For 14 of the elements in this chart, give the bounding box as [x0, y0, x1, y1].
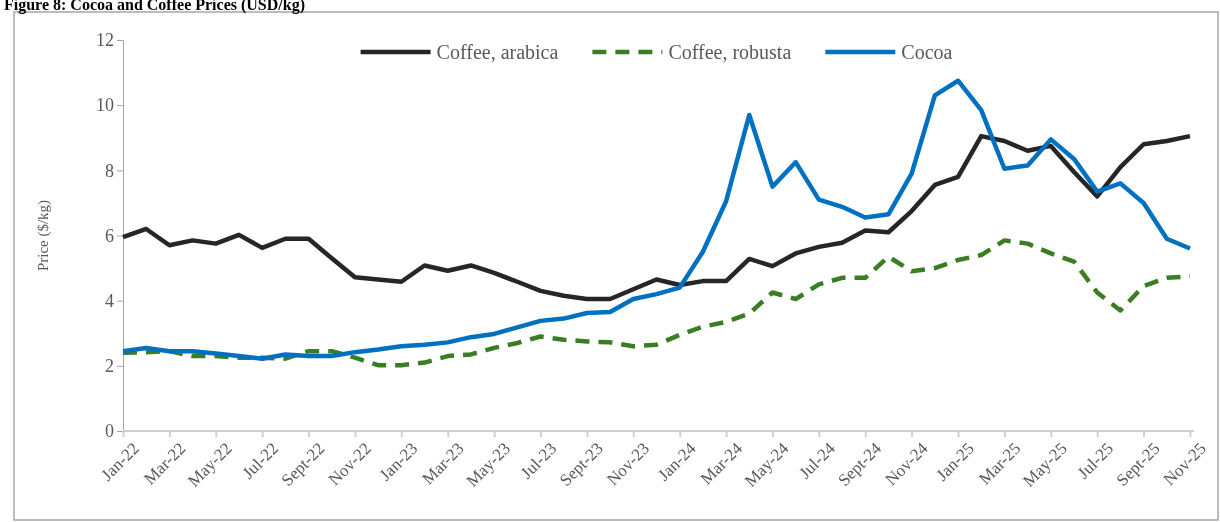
legend-label: Cocoa	[901, 41, 953, 63]
y-tick-label: 8	[105, 160, 114, 181]
y-tick-label: 12	[96, 30, 114, 51]
y-tick-label: 10	[96, 95, 114, 116]
y-tick-label: 2	[105, 356, 114, 377]
y-axis-title: Price ($/kg)	[35, 199, 52, 272]
line-series	[120, 238, 1193, 368]
y-tick-label: 6	[105, 225, 114, 246]
legend-label: Coffee, robusta	[668, 41, 792, 63]
y-tick-label: 4	[105, 290, 114, 311]
line-series	[120, 133, 1193, 302]
legend-label: Coffee, arabica	[436, 41, 559, 63]
line-series	[120, 78, 1193, 361]
y-tick-label: 0	[105, 421, 114, 442]
